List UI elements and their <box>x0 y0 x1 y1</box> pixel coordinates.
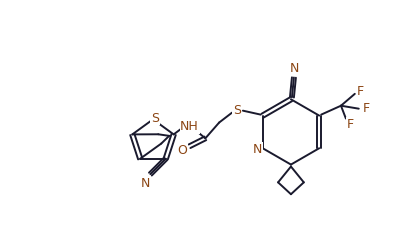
Text: S: S <box>233 104 241 117</box>
Text: S: S <box>151 112 159 125</box>
Text: F: F <box>357 85 364 98</box>
Text: NH: NH <box>180 120 199 133</box>
Text: N: N <box>141 176 150 190</box>
Text: N: N <box>290 62 299 75</box>
Text: O: O <box>178 144 188 157</box>
Text: F: F <box>346 118 353 131</box>
Text: F: F <box>363 102 370 115</box>
Text: N: N <box>253 143 262 156</box>
